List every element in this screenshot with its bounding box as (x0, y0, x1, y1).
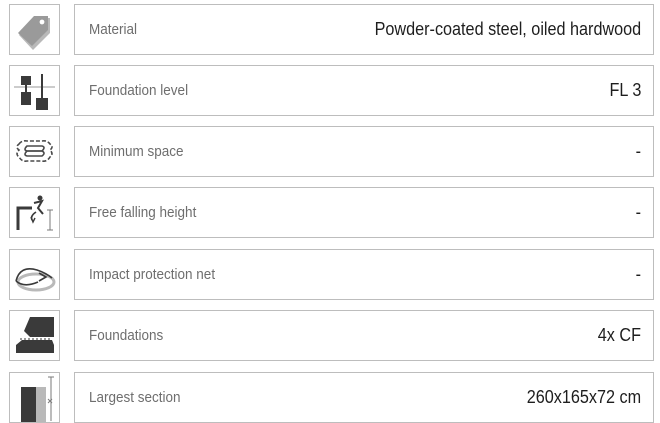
spec-value: - (635, 141, 641, 161)
spec-field-minimum-space: Minimum space - (74, 126, 654, 177)
spec-value: FL 3 (609, 80, 641, 100)
spec-row-foundations: Foundations 4x CF (9, 310, 654, 361)
minimum-space-icon (9, 126, 60, 177)
free-fall-height-icon (9, 187, 60, 238)
spec-value: 4x CF (597, 325, 641, 345)
spec-value: 260x165x72 cm (526, 387, 641, 407)
spec-row-impact-protection-net: Impact protection net - (9, 249, 654, 300)
spec-row-material: Material Powder-coated steel, oiled hard… (9, 4, 654, 55)
spec-row-foundation-level: Foundation level FL 3 (9, 65, 654, 116)
spec-field-material: Material Powder-coated steel, oiled hard… (74, 4, 654, 55)
spec-value: - (635, 264, 641, 284)
spec-label: Minimum space (89, 143, 184, 160)
spec-label: Foundations (89, 327, 164, 344)
spec-field-foundation-level: Foundation level FL 3 (74, 65, 654, 116)
foundations-icon (9, 310, 60, 361)
spec-label: Largest section (89, 389, 181, 406)
spec-row-largest-section: Largest section 260x165x72 cm (9, 372, 654, 423)
spec-value: - (635, 202, 641, 222)
spec-field-largest-section: Largest section 260x165x72 cm (74, 372, 654, 423)
foundation-level-icon (9, 65, 60, 116)
section-size-icon (9, 372, 60, 423)
spec-field-impact-protection-net: Impact protection net - (74, 249, 654, 300)
spec-label: Impact protection net (89, 266, 216, 283)
spec-field-free-falling-height: Free falling height - (74, 187, 654, 238)
spec-field-foundations: Foundations 4x CF (74, 310, 654, 361)
tag-icon (9, 4, 60, 55)
spec-label: Free falling height (89, 204, 197, 221)
spec-label: Material (89, 21, 138, 38)
spec-row-free-falling-height: Free falling height - (9, 187, 654, 238)
spec-label: Foundation level (89, 82, 189, 99)
impact-net-icon (9, 249, 60, 300)
spec-value: Powder-coated steel, oiled hardwood (374, 19, 641, 39)
spec-row-minimum-space: Minimum space - (9, 126, 654, 177)
